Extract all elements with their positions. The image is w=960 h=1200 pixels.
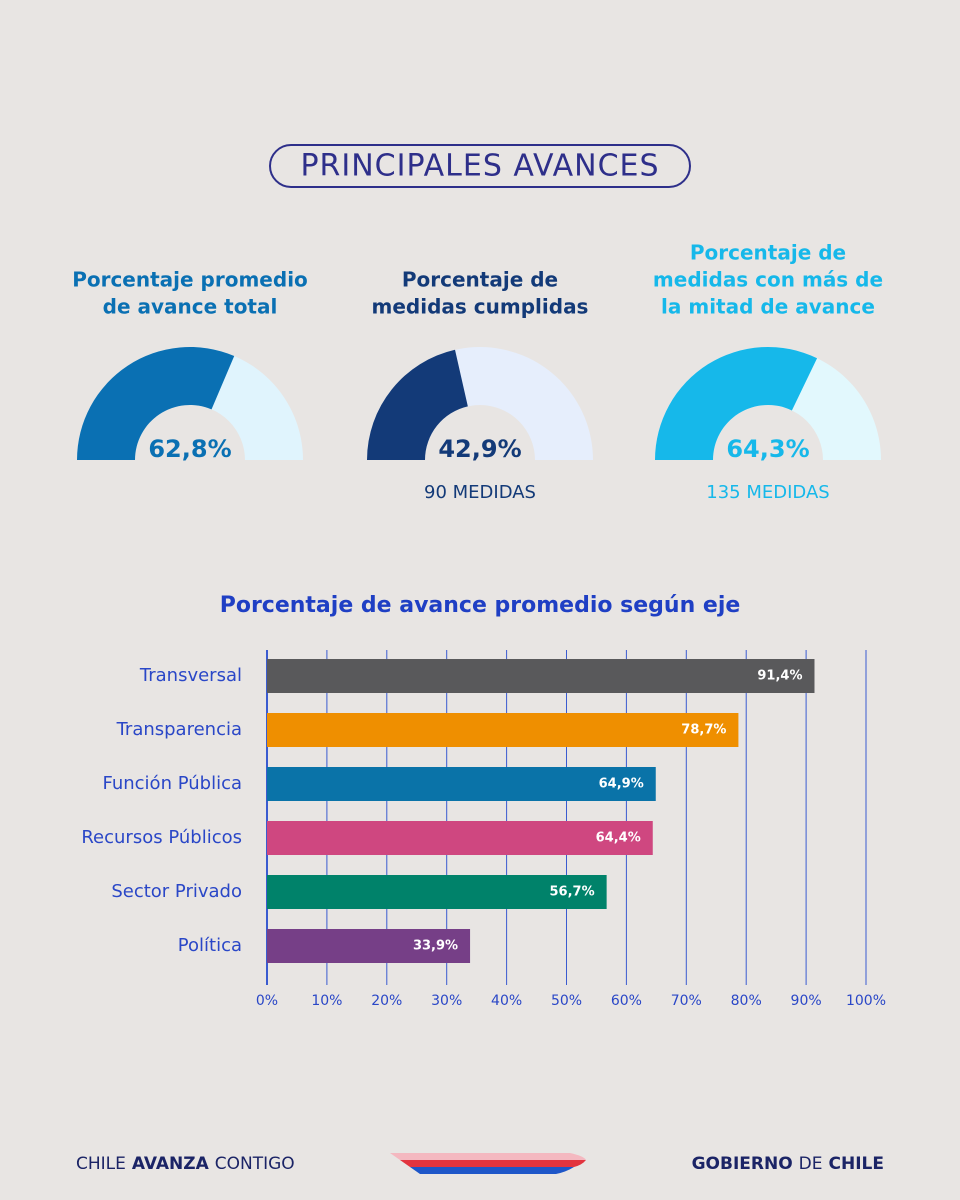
footer-word: CHILE bbox=[829, 1154, 884, 1174]
gauge-title: la mitad de avance bbox=[661, 295, 875, 319]
bar-label: 64,4% bbox=[596, 831, 641, 846]
footer-word: GOBIERNO bbox=[692, 1154, 793, 1174]
x-tick-label: 20% bbox=[371, 993, 402, 1009]
title-pill bbox=[269, 144, 691, 188]
gauge-value bbox=[655, 347, 818, 460]
category-label: Recursos Públicos bbox=[81, 827, 242, 848]
stripe bbox=[390, 1153, 586, 1160]
category-label: Transversal bbox=[139, 665, 242, 686]
gauge-title: medidas cumplidas bbox=[372, 295, 589, 319]
category-label: Transparencia bbox=[116, 719, 242, 740]
bar-label: 91,4% bbox=[757, 669, 802, 684]
x-tick-label: 30% bbox=[431, 993, 462, 1009]
bar-label: 64,9% bbox=[599, 777, 644, 792]
gauge-title: Porcentaje promedio bbox=[72, 268, 308, 292]
footer-right: GOBIERNO DE CHILE bbox=[692, 1154, 884, 1174]
gauge-subtitle: 90 MEDIDAS bbox=[424, 482, 536, 503]
bar-label: 78,7% bbox=[681, 723, 726, 738]
x-tick-label: 60% bbox=[611, 993, 642, 1009]
x-tick-label: 70% bbox=[671, 993, 702, 1009]
gauge-label: 62,8% bbox=[148, 435, 231, 463]
x-tick-label: 0% bbox=[256, 993, 278, 1009]
stripe bbox=[400, 1160, 586, 1167]
footer-left: CHILE AVANZA CONTIGO bbox=[76, 1154, 295, 1174]
gauge-title: medidas con más de bbox=[653, 268, 883, 292]
x-tick-label: 100% bbox=[846, 993, 886, 1009]
bar bbox=[267, 821, 653, 855]
gauge-value bbox=[367, 349, 468, 460]
category-label: Función Pública bbox=[102, 773, 242, 794]
page-title: PRINCIPALES AVANCES bbox=[300, 149, 659, 184]
gauge-label: 64,3% bbox=[726, 435, 809, 463]
footer-word: AVANZA bbox=[132, 1154, 210, 1174]
footer-word: CONTIGO bbox=[215, 1154, 295, 1174]
gauge-title: Porcentaje de bbox=[402, 268, 558, 292]
x-tick-label: 80% bbox=[731, 993, 762, 1009]
bar-label: 33,9% bbox=[413, 939, 458, 954]
bar-label: 56,7% bbox=[550, 885, 595, 900]
x-tick-label: 10% bbox=[311, 993, 342, 1009]
category-label: Sector Privado bbox=[111, 881, 242, 902]
x-tick-label: 40% bbox=[491, 993, 522, 1009]
gauge-value bbox=[77, 347, 235, 460]
bar bbox=[267, 929, 471, 963]
bar bbox=[267, 659, 815, 693]
footer-stripes bbox=[390, 1153, 586, 1174]
x-tick-label: 90% bbox=[791, 993, 822, 1009]
stripe bbox=[410, 1167, 574, 1174]
bar bbox=[267, 713, 739, 747]
category-label: Política bbox=[178, 935, 242, 956]
bar bbox=[267, 875, 607, 909]
chart-title: Porcentaje de avance promedio según eje bbox=[220, 593, 741, 618]
footer-word: DE bbox=[799, 1154, 823, 1174]
x-tick-label: 50% bbox=[551, 993, 582, 1009]
gauge-title: de avance total bbox=[103, 295, 278, 319]
gauge-title: Porcentaje de bbox=[690, 241, 846, 265]
footer-word: CHILE bbox=[76, 1154, 126, 1174]
gauge-subtitle: 135 MEDIDAS bbox=[706, 482, 829, 503]
bar bbox=[267, 767, 656, 801]
gauge-label: 42,9% bbox=[438, 435, 521, 463]
